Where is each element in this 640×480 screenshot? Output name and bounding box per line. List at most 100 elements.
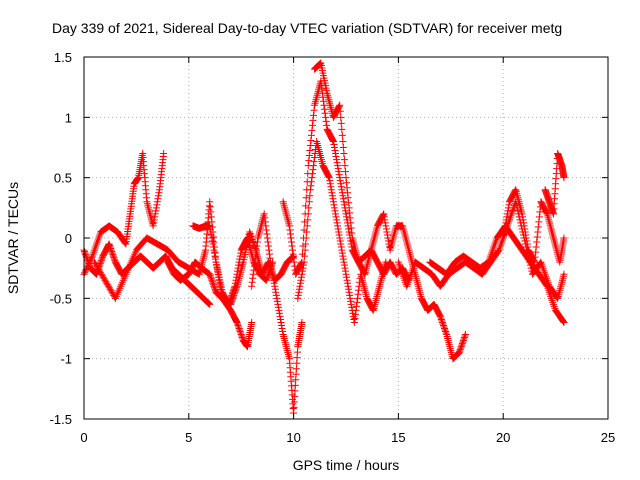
- data-point: [317, 77, 325, 85]
- data-point: [519, 216, 527, 224]
- data-point: [296, 279, 304, 287]
- data-point: [342, 174, 350, 182]
- x-tick-label: 25: [601, 430, 615, 445]
- data-point: [302, 234, 310, 242]
- series-track-h: [294, 137, 390, 326]
- data-point: [308, 121, 316, 129]
- data-point: [109, 251, 117, 259]
- data-point: [308, 174, 316, 182]
- data-point: [264, 238, 272, 246]
- data-point: [532, 248, 540, 256]
- data-point: [265, 250, 273, 258]
- data-point: [253, 238, 261, 246]
- data-point: [306, 147, 314, 155]
- data-point: [306, 192, 314, 200]
- data-point: [455, 349, 463, 357]
- data-point: [341, 264, 349, 272]
- data-point: [251, 258, 259, 266]
- data-point: [340, 258, 348, 266]
- data-point: [339, 144, 347, 151]
- data-point: [225, 299, 233, 307]
- data-point: [227, 293, 235, 301]
- data-point: [533, 238, 541, 246]
- data-point: [206, 225, 214, 233]
- data-point: [253, 242, 261, 250]
- data-point: [336, 101, 344, 109]
- data-point: [523, 237, 531, 245]
- data-point: [262, 276, 270, 284]
- data-point: [271, 282, 279, 290]
- data-point: [343, 213, 351, 221]
- data-point: [233, 318, 241, 326]
- data-point: [272, 291, 280, 299]
- data-point: [535, 218, 543, 226]
- data-point: [206, 270, 214, 278]
- data-point: [231, 282, 239, 290]
- data-point: [92, 261, 100, 269]
- data-point: [212, 255, 220, 263]
- data-point: [270, 276, 278, 284]
- data-point: [274, 303, 282, 311]
- data-point: [338, 246, 346, 254]
- y-tick-label: 1: [65, 110, 72, 125]
- data-point: [344, 279, 352, 287]
- data-point: [267, 261, 275, 269]
- data-point: [286, 230, 294, 238]
- data-point: [264, 242, 272, 250]
- data-point: [110, 255, 118, 263]
- data-point: [437, 314, 445, 322]
- data-point: [310, 162, 318, 170]
- data-point: [97, 269, 105, 277]
- data-point: [329, 195, 337, 203]
- data-point: [98, 272, 106, 280]
- data-point: [204, 299, 212, 307]
- data-point: [337, 180, 345, 188]
- data-point: [210, 249, 218, 257]
- data-point: [346, 214, 354, 222]
- data-point: [252, 250, 260, 258]
- data-point: [303, 222, 311, 230]
- data-point: [206, 300, 214, 308]
- data-point: [272, 288, 280, 296]
- data-point: [335, 168, 343, 176]
- data-point: [330, 144, 338, 151]
- data-point: [353, 298, 361, 306]
- data-point: [268, 260, 276, 268]
- x-axis-label: GPS time / hours: [293, 457, 400, 473]
- data-point: [262, 226, 270, 234]
- data-point: [229, 287, 237, 295]
- data-point: [249, 237, 257, 245]
- data-point: [243, 235, 251, 243]
- data-point: [235, 325, 243, 332]
- data-point: [323, 121, 331, 129]
- data-point: [318, 85, 326, 93]
- data-point: [252, 246, 260, 254]
- data-point: [329, 137, 337, 145]
- chart-title: Day 339 of 2021, Sidereal Day-to-day VTE…: [52, 20, 562, 36]
- data-point: [304, 210, 312, 218]
- data-point: [207, 208, 215, 216]
- data-point: [501, 225, 509, 233]
- data-point: [521, 225, 529, 233]
- data-point: [278, 325, 286, 332]
- data-point: [260, 210, 268, 218]
- data-point: [263, 234, 271, 242]
- data-point: [233, 270, 241, 278]
- data-point: [350, 315, 358, 323]
- data-point: [328, 192, 336, 200]
- data-point: [85, 260, 93, 268]
- data-point: [95, 266, 103, 274]
- data-point: [86, 257, 94, 265]
- data-point: [100, 275, 108, 283]
- series-track-l: [499, 186, 568, 266]
- data-point: [307, 136, 315, 144]
- data-point: [231, 279, 239, 287]
- data-point: [107, 245, 115, 253]
- data-point: [266, 254, 274, 262]
- data-point: [460, 335, 468, 343]
- data-point: [237, 331, 245, 339]
- data-point: [332, 153, 340, 161]
- data-point: [107, 246, 115, 254]
- data-point: [560, 234, 568, 242]
